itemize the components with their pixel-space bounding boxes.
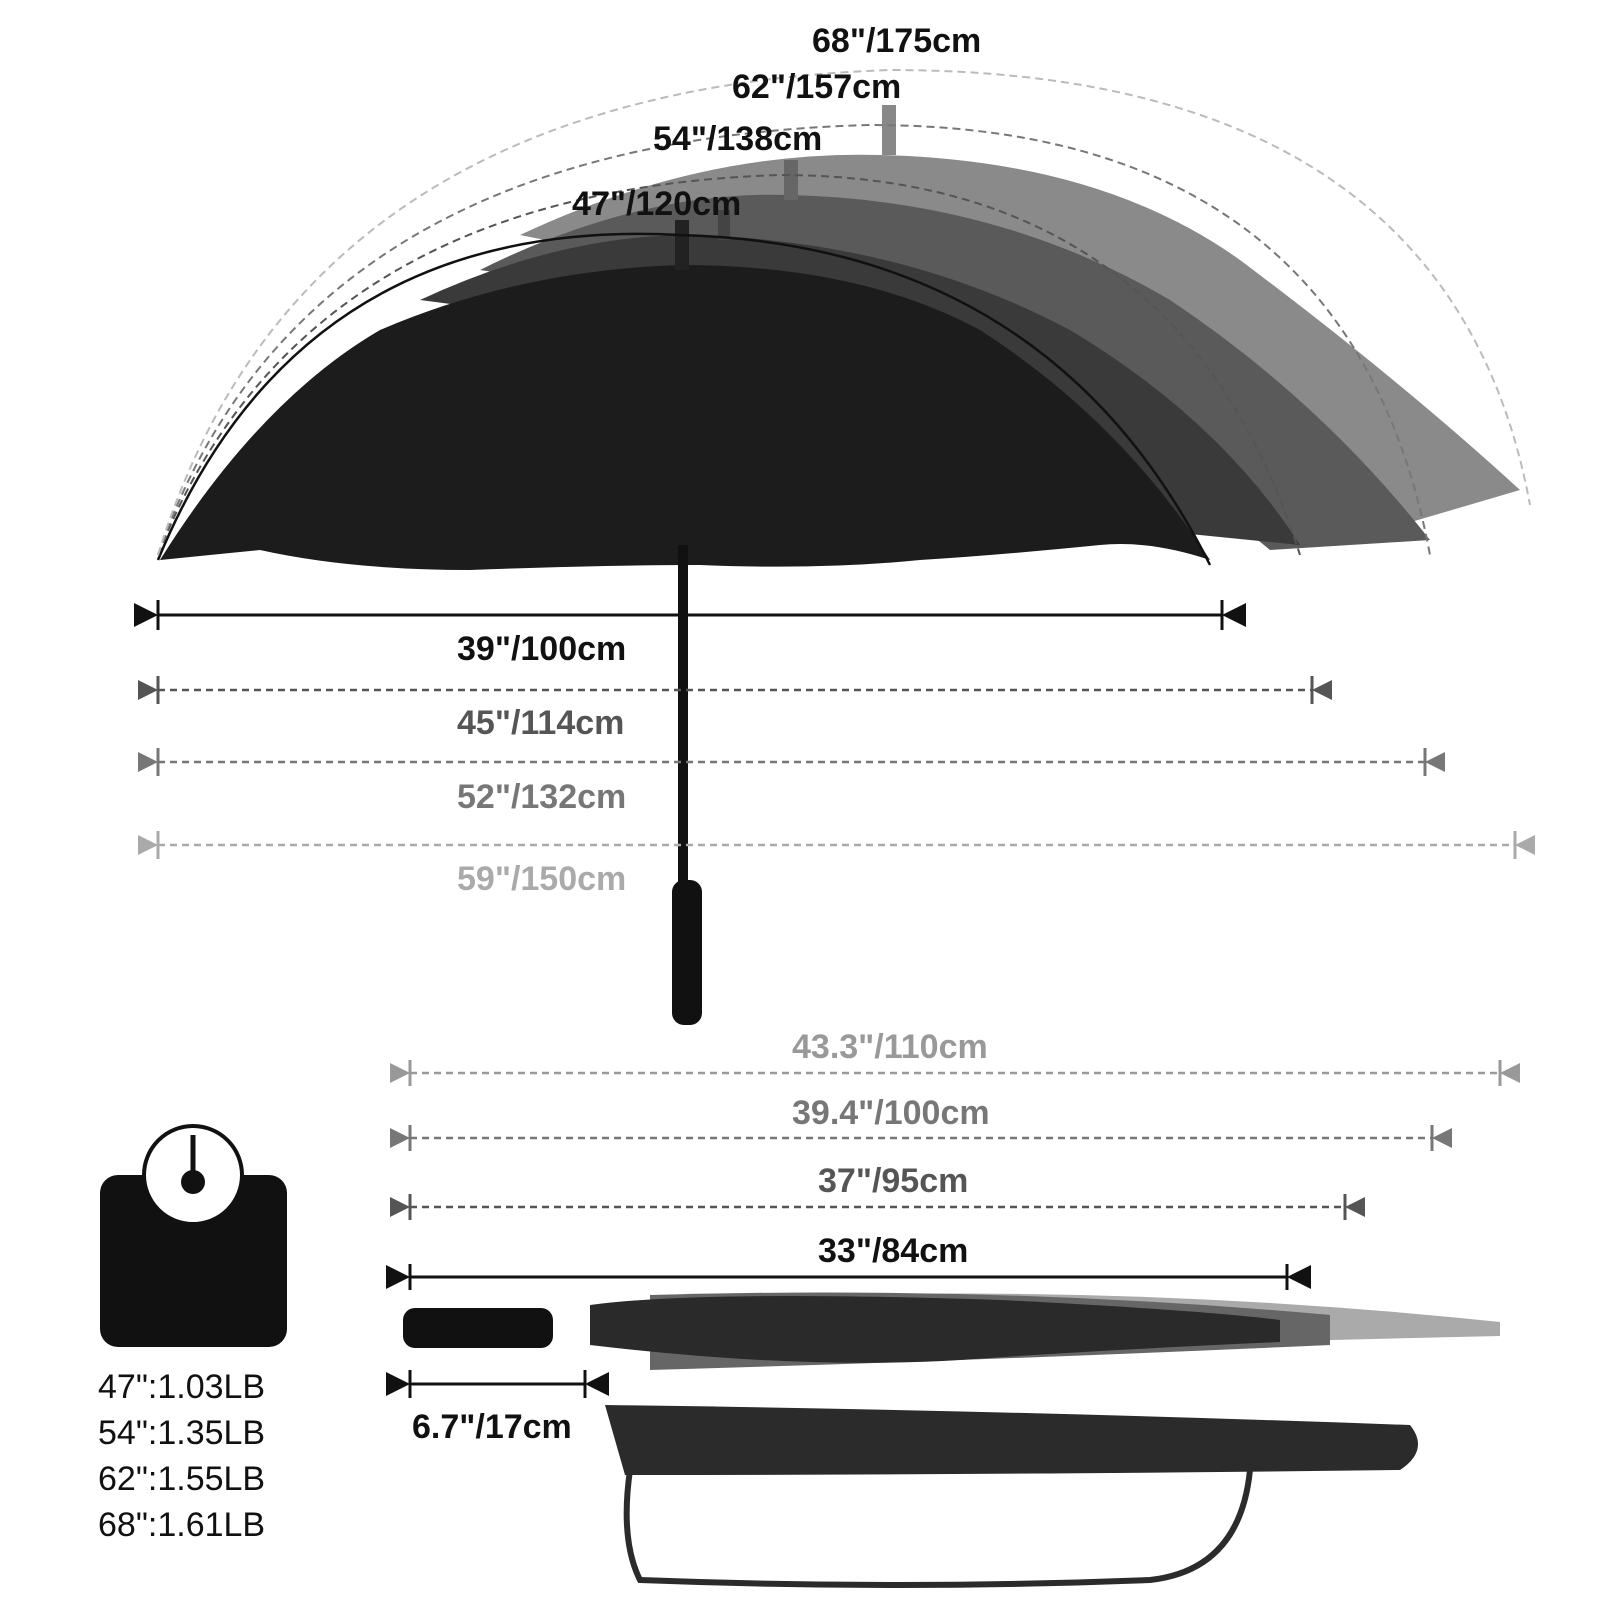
weight-62: 62":1.55LB — [98, 1460, 265, 1498]
svg-text:6.7"/17cm: 6.7"/17cm — [412, 1408, 572, 1446]
svg-text:37"/95cm: 37"/95cm — [818, 1162, 968, 1200]
svg-text:33"/84cm: 33"/84cm — [818, 1232, 968, 1270]
svg-text:59"/150cm: 59"/150cm — [457, 860, 626, 898]
svg-text:43.3"/110cm: 43.3"/110cm — [792, 1028, 988, 1066]
weight-54: 54":1.35LB — [98, 1414, 265, 1452]
arc-47 — [156, 232, 1212, 566]
umbrella-cover — [605, 1405, 1418, 1588]
arc-label-54: 54"/138cm — [653, 120, 822, 158]
weight-47: 47":1.03LB — [98, 1368, 265, 1406]
span-39: 39"/100cm — [134, 600, 1246, 668]
closed-length-43: 43.3"/110cm — [390, 1028, 1520, 1086]
closed-length-39: 39.4"/100cm — [390, 1094, 1452, 1151]
weight-68: 68":1.61LB — [98, 1506, 265, 1544]
svg-text:45"/114cm: 45"/114cm — [457, 704, 624, 742]
arc-54 — [157, 173, 1301, 556]
span-52: 52"/132cm — [138, 748, 1445, 816]
canopy-47 — [160, 220, 1210, 570]
svg-text:52"/132cm: 52"/132cm — [457, 778, 626, 816]
closed-umbrella — [403, 1292, 1500, 1370]
closed-length-33: 33"/84cm — [386, 1232, 1311, 1290]
umbrella-handle — [672, 880, 702, 1025]
svg-text:39.4"/100cm: 39.4"/100cm — [792, 1094, 990, 1132]
arc-label-68: 68"/175cm — [812, 22, 981, 60]
span-59: 59"/150cm — [138, 831, 1535, 898]
weight-scale-icon — [100, 1124, 287, 1347]
svg-text:39"/100cm: 39"/100cm — [457, 630, 626, 668]
arc-label-62: 62"/157cm — [732, 68, 901, 106]
umbrella-shaft — [678, 545, 688, 885]
handle-length: 6.7"/17cm — [386, 1370, 609, 1446]
arc-68 — [157, 68, 1531, 556]
closed-length-37: 37"/95cm — [390, 1162, 1365, 1220]
arc-label-47: 47"/120cm — [572, 185, 741, 223]
arc-62 — [157, 123, 1431, 556]
span-45: 45"/114cm — [138, 676, 1332, 742]
